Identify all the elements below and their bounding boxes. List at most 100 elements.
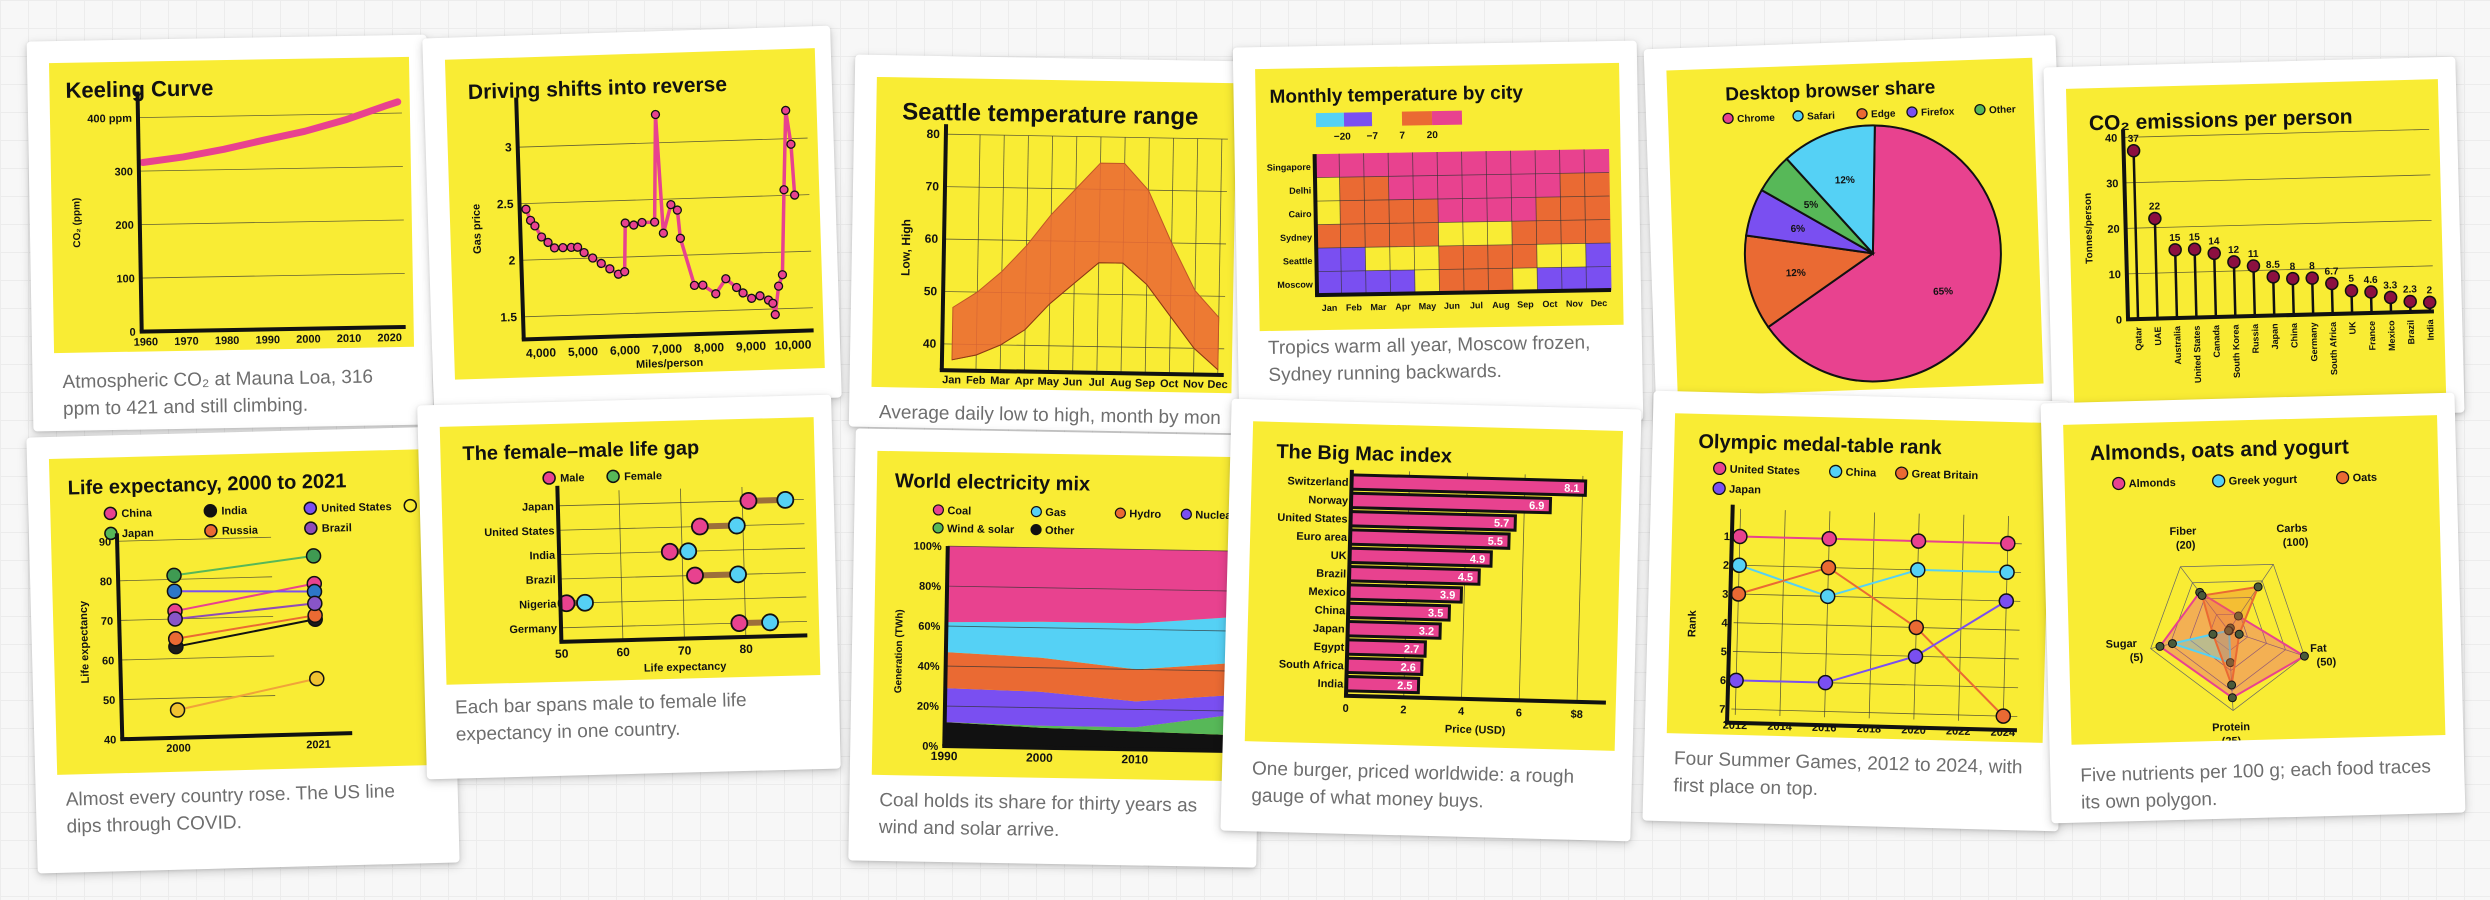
heat-cell (1388, 152, 1414, 177)
legend-swatch (542, 471, 556, 485)
series-line (139, 98, 402, 166)
heat-cell (1463, 268, 1490, 294)
chart-title: The female–male life gap (462, 437, 699, 465)
data-point (658, 228, 669, 238)
chart-panel: Seattle temperature range 40 50 60 70 80 Jan Fe… (871, 76, 1237, 394)
series-line (524, 108, 797, 317)
data-point (166, 583, 183, 600)
lollipop-head (2364, 285, 2378, 299)
legend-swatch (303, 501, 318, 515)
heat-cell (1315, 224, 1342, 249)
x-tick-label: 4 (1458, 706, 1465, 718)
x-tick-label: 9,000 (736, 339, 767, 354)
x-tick-label: Mar (990, 375, 1010, 387)
data-point (1728, 672, 1744, 689)
gridline (2126, 265, 2433, 275)
radar-series (2200, 585, 2260, 686)
chart-caption: Average daily low to high, month by mont… (878, 402, 1222, 430)
series-line (1738, 566, 2005, 717)
data-point (2234, 629, 2244, 639)
data-point (746, 293, 757, 303)
data-point (620, 267, 630, 277)
gridline (2123, 128, 2430, 138)
legend-label: Japan (1729, 484, 1761, 497)
male-point (690, 517, 709, 536)
x-tick-label: United States (2192, 325, 2204, 383)
gridline (1733, 622, 2020, 631)
legend-label: Coal (947, 505, 971, 517)
gridline (138, 166, 403, 172)
chart-caption: Tropics warm all year, Moscow frozen, Sy… (1267, 332, 1591, 386)
y-axis (514, 97, 526, 340)
x-tick-label: 80 (739, 642, 753, 656)
legend-swatch (1343, 112, 1373, 127)
heat-cell (1510, 173, 1537, 199)
data-point (629, 220, 639, 230)
chart-card-gap: The female–male life gap Male Female 50 60 70… (417, 394, 841, 780)
chart-card-bigmac: The Big Mac index 0 2 4 6 $8 8.1 Switzerland 6.9… (1220, 398, 1642, 842)
heat-cell (1437, 151, 1463, 177)
column-label: Jun (1444, 301, 1460, 311)
legend-swatch (1401, 111, 1433, 126)
axis-label: (100) (2283, 536, 2309, 549)
chart-title: Desktop browser share (1725, 77, 1936, 105)
x-tick-label: Germany (2308, 322, 2319, 361)
data-label: 22 (2149, 201, 2161, 212)
x-tick-label: 2010 (1121, 752, 1148, 766)
heat-cell (1388, 199, 1415, 224)
chart-title: World electricity mix (895, 470, 1091, 495)
y-axis-label: Gas price (470, 204, 484, 254)
heat-cell (1461, 151, 1487, 176)
heat-cell (1414, 245, 1440, 271)
y-tick-label: India (1317, 678, 1344, 691)
y-tick-label: 20 (2107, 224, 2120, 236)
y-tick-label: 0% (922, 741, 938, 753)
y-tick-label: 400 ppm (87, 113, 132, 126)
y-axis-label: Rank (1686, 609, 1699, 637)
x-tick-label: UK (2347, 321, 2357, 335)
x-tick-label: India (2425, 318, 2436, 340)
chart-title: Monthly temperature by city (1269, 82, 1523, 107)
chart-title: The Big Mac index (1276, 441, 1452, 468)
column-label: Dec (1591, 298, 1608, 308)
data-point (530, 221, 540, 231)
y-tick-label: 40 (923, 337, 937, 351)
x-tick-label: Qatar (2133, 326, 2144, 350)
heat-cell (1390, 269, 1416, 295)
y-tick-label: 200 (115, 220, 134, 232)
data-point (536, 232, 547, 242)
heat-cell (1488, 268, 1514, 293)
legend-label: Greek yogurt (2229, 474, 2298, 488)
heat-cell (1315, 200, 1341, 226)
heat-cell (1412, 151, 1438, 177)
x-tick-label: 1990 (931, 749, 958, 763)
heat-cell (1560, 196, 1586, 221)
gridline (1316, 266, 1611, 273)
legend-swatch (2112, 476, 2126, 491)
y-tick-label: 30 (2106, 178, 2119, 190)
chart-panel: CO₂ emissions per person 0 10 20 30 40 37 Qatar… (2065, 79, 2447, 407)
legend-label: Russia (222, 525, 259, 538)
y-axis (555, 485, 564, 642)
x-axis (1315, 287, 1612, 298)
legend-label: Edge (1871, 109, 1896, 121)
heat-cell (1439, 269, 1465, 294)
axis-label: Fat (2310, 643, 2327, 655)
legend-swatch (1894, 466, 1909, 480)
gridline (1958, 514, 1965, 721)
heat-cell (1535, 173, 1561, 198)
data-point (1910, 562, 1926, 578)
heat-cell (1510, 150, 1536, 175)
heat-cell (1511, 220, 1538, 246)
data-point (543, 237, 553, 248)
x-tick-label: 10,000 (774, 337, 811, 352)
female-point (761, 613, 779, 632)
y-axis (135, 91, 144, 332)
chart-caption: Almost every country rose. The US line d… (65, 781, 396, 838)
gridline (119, 615, 274, 621)
y-tick-label: India (529, 550, 556, 563)
legend-label: Male (560, 472, 585, 485)
chart-title: Seattle temperature range (902, 98, 1199, 130)
radar-grid (2150, 563, 2305, 711)
heat-cell (1389, 222, 1415, 248)
